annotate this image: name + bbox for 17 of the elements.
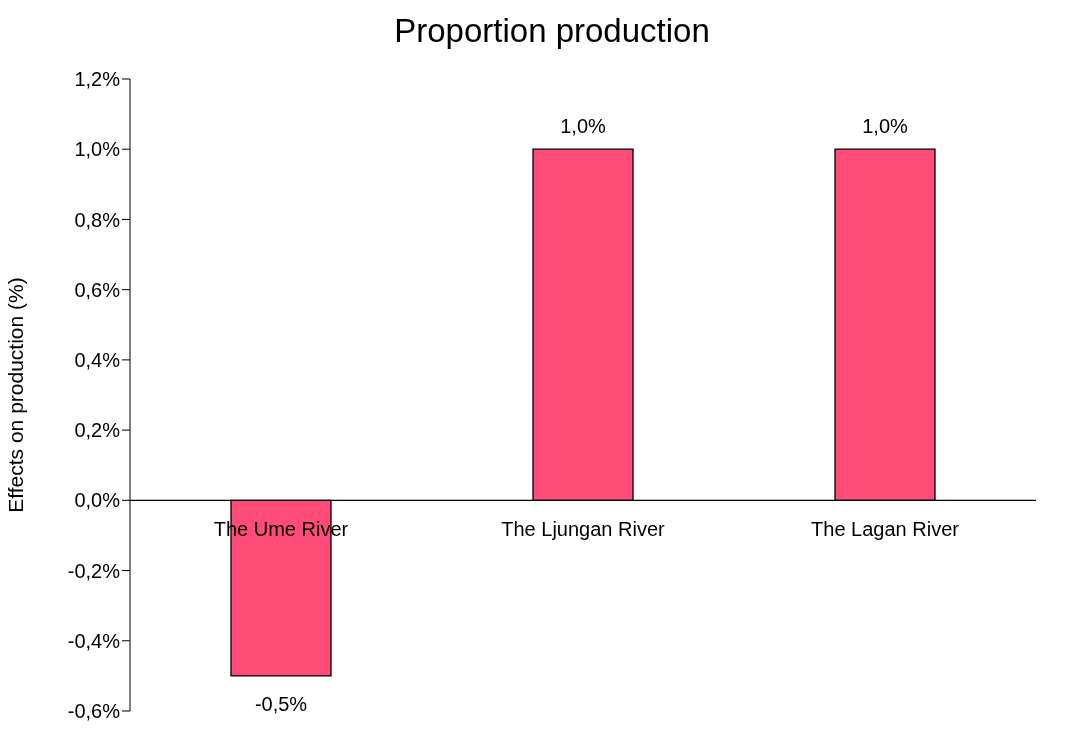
y-tick-label: 0,4%: [74, 348, 121, 371]
data-label: 1,0%: [862, 115, 909, 138]
y-tick-label: 0,8%: [74, 208, 121, 231]
y-tick-label: 0,2%: [74, 419, 121, 442]
y-tick-label: -0,4%: [67, 629, 121, 652]
x-tick-label: The Ljungan River: [501, 518, 666, 541]
y-tick-label: 1,0%: [74, 138, 121, 161]
data-label: 1,0%: [560, 115, 607, 138]
y-tick-label: -0,2%: [67, 559, 121, 582]
data-label: -0,5%: [254, 692, 308, 715]
y-tick-label: 0,0%: [74, 489, 121, 512]
x-tick-label: The Lagan River: [811, 518, 960, 541]
y-axis-title: Effects on production (%): [4, 277, 28, 513]
y-tick-label: 1,2%: [74, 68, 121, 91]
chart-title: Proportion production: [393, 12, 711, 50]
y-tick-label: 0,6%: [74, 278, 121, 301]
y-tick-label: -0,6%: [67, 700, 121, 723]
